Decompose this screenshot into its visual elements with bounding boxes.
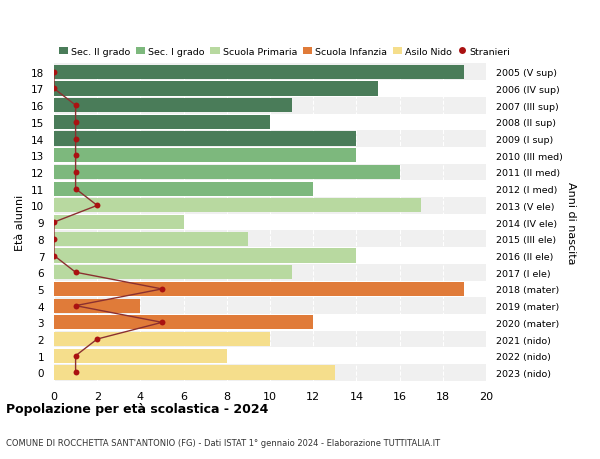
Bar xyxy=(54,132,356,146)
Bar xyxy=(54,81,486,98)
Point xyxy=(71,269,80,276)
Point xyxy=(157,319,167,326)
Bar xyxy=(54,198,486,214)
Bar xyxy=(54,98,486,114)
Bar xyxy=(54,249,356,263)
Point xyxy=(71,369,80,376)
Bar xyxy=(54,149,356,163)
Point xyxy=(71,102,80,110)
Bar xyxy=(54,247,486,264)
Bar xyxy=(54,297,486,314)
Bar xyxy=(54,214,486,231)
Text: COMUNE DI ROCCHETTA SANT'ANTONIO (FG) - Dati ISTAT 1° gennaio 2024 - Elaborazion: COMUNE DI ROCCHETTA SANT'ANTONIO (FG) - … xyxy=(6,438,440,448)
Bar xyxy=(54,116,270,130)
Bar xyxy=(54,182,313,196)
Bar xyxy=(54,99,292,113)
Bar xyxy=(54,66,464,80)
Bar xyxy=(54,216,184,230)
Point xyxy=(71,185,80,193)
Point xyxy=(71,152,80,160)
Bar xyxy=(54,332,270,347)
Bar xyxy=(54,82,378,96)
Point xyxy=(71,119,80,126)
Bar xyxy=(54,331,486,347)
Bar xyxy=(54,349,227,363)
Bar xyxy=(54,148,486,164)
Point xyxy=(71,353,80,360)
Bar xyxy=(54,266,292,280)
Bar xyxy=(54,114,486,131)
Point xyxy=(71,135,80,143)
Point xyxy=(71,169,80,176)
Bar xyxy=(54,166,400,179)
Point xyxy=(49,69,59,76)
Bar xyxy=(54,64,486,81)
Bar xyxy=(54,299,140,313)
Point xyxy=(49,85,59,93)
Bar xyxy=(54,181,486,198)
Text: Popolazione per età scolastica - 2024: Popolazione per età scolastica - 2024 xyxy=(6,403,268,415)
Bar xyxy=(54,231,486,247)
Point xyxy=(49,235,59,243)
Legend: Sec. II grado, Sec. I grado, Scuola Primaria, Scuola Infanzia, Asilo Nido, Stran: Sec. II grado, Sec. I grado, Scuola Prim… xyxy=(59,47,511,56)
Bar xyxy=(54,364,486,381)
Bar xyxy=(54,164,486,181)
Bar xyxy=(54,199,421,213)
Point xyxy=(49,219,59,226)
Y-axis label: Anni di nascita: Anni di nascita xyxy=(566,181,577,264)
Bar xyxy=(54,264,486,281)
Bar xyxy=(54,131,486,148)
Bar xyxy=(54,315,313,330)
Y-axis label: Età alunni: Età alunni xyxy=(16,195,25,251)
Bar xyxy=(54,347,486,364)
Point xyxy=(157,285,167,293)
Bar xyxy=(54,281,486,297)
Point xyxy=(92,336,102,343)
Bar xyxy=(54,314,486,331)
Point xyxy=(71,302,80,310)
Point xyxy=(49,252,59,260)
Bar xyxy=(54,232,248,246)
Bar xyxy=(54,282,464,297)
Point xyxy=(92,202,102,210)
Bar xyxy=(54,365,335,380)
